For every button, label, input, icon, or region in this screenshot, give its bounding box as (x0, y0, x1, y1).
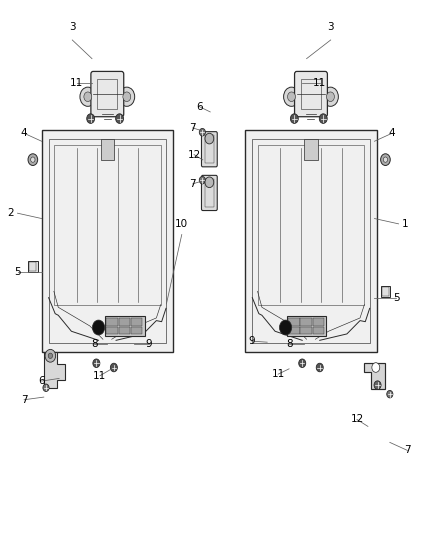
Bar (131, 327, 142, 335)
Circle shape (80, 87, 95, 106)
Circle shape (87, 114, 95, 124)
Circle shape (372, 362, 380, 372)
Circle shape (84, 92, 92, 101)
Text: 11: 11 (272, 369, 285, 379)
Bar (106, 327, 118, 335)
Circle shape (279, 320, 292, 335)
Text: 4: 4 (21, 128, 28, 138)
Text: 3: 3 (327, 22, 334, 32)
Circle shape (205, 133, 214, 144)
Circle shape (93, 359, 100, 368)
Polygon shape (44, 352, 65, 388)
Circle shape (383, 157, 388, 162)
Bar (119, 327, 130, 335)
Bar (300, 318, 312, 326)
Circle shape (31, 157, 35, 162)
Bar (119, 318, 130, 326)
Polygon shape (364, 364, 385, 389)
Circle shape (290, 114, 298, 124)
FancyBboxPatch shape (201, 132, 217, 167)
Bar (313, 327, 324, 335)
Circle shape (316, 364, 323, 372)
Text: 1: 1 (402, 219, 409, 229)
Circle shape (326, 92, 335, 101)
Circle shape (45, 350, 56, 362)
Polygon shape (245, 130, 377, 352)
Bar (106, 318, 118, 326)
Text: 5: 5 (393, 294, 400, 303)
Text: 9: 9 (248, 336, 255, 346)
Circle shape (319, 114, 327, 124)
Text: 7: 7 (404, 446, 411, 455)
Circle shape (387, 390, 393, 398)
Circle shape (205, 177, 214, 188)
Text: 4: 4 (389, 128, 396, 138)
Circle shape (110, 364, 117, 372)
Text: 11: 11 (93, 371, 106, 381)
FancyBboxPatch shape (91, 71, 124, 117)
Text: 2: 2 (7, 208, 14, 218)
Text: 10: 10 (175, 219, 188, 229)
Circle shape (374, 381, 381, 389)
Bar (287, 316, 326, 336)
Bar (105, 316, 145, 336)
Text: 11: 11 (70, 78, 83, 87)
FancyBboxPatch shape (201, 175, 217, 211)
Text: 7: 7 (189, 123, 196, 133)
Text: 6: 6 (38, 376, 45, 386)
Text: 8: 8 (286, 339, 293, 349)
Text: 3: 3 (69, 22, 76, 32)
Text: 5: 5 (14, 267, 21, 277)
Text: 11: 11 (313, 78, 326, 87)
Text: 8: 8 (91, 339, 98, 349)
Circle shape (199, 176, 205, 184)
Circle shape (287, 92, 296, 101)
Bar (300, 327, 312, 335)
Text: 12: 12 (187, 150, 201, 159)
Circle shape (43, 384, 49, 391)
Bar (101, 139, 114, 160)
Circle shape (123, 92, 131, 101)
Circle shape (28, 154, 38, 165)
Circle shape (48, 353, 53, 358)
Text: 12: 12 (350, 415, 364, 424)
Circle shape (119, 87, 134, 106)
Bar (288, 327, 300, 335)
Text: 6: 6 (196, 102, 203, 111)
Bar (28, 261, 38, 272)
Polygon shape (42, 130, 173, 352)
Bar (29, 262, 36, 271)
FancyBboxPatch shape (294, 71, 327, 117)
Bar (381, 286, 390, 297)
Circle shape (322, 87, 338, 106)
Bar (313, 318, 324, 326)
Circle shape (116, 114, 124, 124)
Bar (131, 318, 142, 326)
Text: 7: 7 (21, 395, 28, 405)
Circle shape (299, 359, 306, 368)
Circle shape (283, 87, 299, 106)
Bar (304, 139, 318, 160)
Circle shape (92, 320, 105, 335)
Text: 7: 7 (189, 179, 196, 189)
Bar (382, 287, 389, 296)
Text: 9: 9 (145, 339, 152, 349)
Circle shape (199, 128, 205, 136)
Bar (288, 318, 300, 326)
Circle shape (381, 154, 390, 165)
